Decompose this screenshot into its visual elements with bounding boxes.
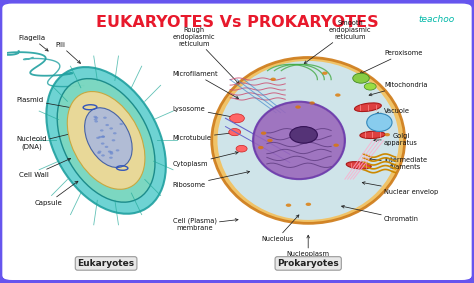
Circle shape <box>94 118 97 121</box>
Circle shape <box>286 203 291 207</box>
Ellipse shape <box>253 102 345 179</box>
Circle shape <box>97 152 101 154</box>
Circle shape <box>95 117 98 119</box>
Circle shape <box>267 139 273 142</box>
Circle shape <box>236 145 247 152</box>
Circle shape <box>109 156 113 159</box>
Circle shape <box>322 72 328 75</box>
Text: EUKARYOTES Vs PROKARYOTES: EUKARYOTES Vs PROKARYOTES <box>96 15 378 30</box>
Ellipse shape <box>346 162 371 169</box>
Circle shape <box>101 154 105 156</box>
Circle shape <box>101 142 104 145</box>
Ellipse shape <box>212 57 405 223</box>
Text: Vacuole: Vacuole <box>376 108 410 115</box>
Ellipse shape <box>84 108 132 168</box>
Circle shape <box>103 117 107 119</box>
Text: Microfilament: Microfilament <box>173 71 238 98</box>
Circle shape <box>100 129 104 132</box>
Circle shape <box>101 136 105 138</box>
Circle shape <box>290 127 318 143</box>
Text: Ribosome: Ribosome <box>173 171 249 188</box>
Text: Flagella: Flagella <box>19 35 48 51</box>
Text: Cytoplasm: Cytoplasm <box>173 152 238 167</box>
Circle shape <box>333 143 339 147</box>
Text: Peroxisome: Peroxisome <box>360 50 422 74</box>
Circle shape <box>119 123 123 125</box>
Circle shape <box>113 132 117 134</box>
Ellipse shape <box>367 113 392 131</box>
Circle shape <box>258 146 264 149</box>
Circle shape <box>109 127 113 130</box>
Text: Nucleolus: Nucleolus <box>261 215 299 242</box>
Text: Lysosome: Lysosome <box>173 106 236 118</box>
Circle shape <box>364 83 376 90</box>
Circle shape <box>94 120 98 123</box>
Text: Chromatin: Chromatin <box>342 205 419 222</box>
Circle shape <box>310 101 315 105</box>
Ellipse shape <box>360 131 385 138</box>
Ellipse shape <box>57 79 155 202</box>
Circle shape <box>261 132 266 135</box>
Circle shape <box>105 124 109 126</box>
Text: Plasmid: Plasmid <box>17 97 73 109</box>
Circle shape <box>112 139 115 142</box>
Text: Microtubule: Microtubule <box>173 132 236 141</box>
Circle shape <box>98 151 101 153</box>
Ellipse shape <box>46 67 166 214</box>
Circle shape <box>270 78 276 81</box>
Text: Nucleoid
(DNA): Nucleoid (DNA) <box>17 131 80 150</box>
Text: Pili: Pili <box>55 42 81 63</box>
Text: Rough
endoplasmic
reticulum: Rough endoplasmic reticulum <box>173 27 239 84</box>
Circle shape <box>384 133 390 136</box>
Text: Mitochondria: Mitochondria <box>369 82 428 96</box>
Circle shape <box>101 136 105 138</box>
Text: Golgi
apparatus: Golgi apparatus <box>374 132 418 145</box>
Text: Capsule: Capsule <box>35 181 78 206</box>
Ellipse shape <box>67 91 145 189</box>
Circle shape <box>306 203 311 206</box>
Text: teachoo: teachoo <box>419 15 455 23</box>
Circle shape <box>105 146 109 148</box>
Ellipse shape <box>355 103 381 112</box>
Ellipse shape <box>218 61 399 220</box>
Circle shape <box>335 93 341 97</box>
Circle shape <box>108 151 111 153</box>
Circle shape <box>229 128 241 136</box>
Text: Cell (Plasma)
membrane: Cell (Plasma) membrane <box>173 218 238 231</box>
Text: Prokaryotes: Prokaryotes <box>277 259 339 268</box>
Text: Nuclear envelop: Nuclear envelop <box>362 182 438 194</box>
Text: Cell Wall: Cell Wall <box>19 158 71 178</box>
Circle shape <box>109 153 113 155</box>
Text: Smooth
endoplasmic
reticulum: Smooth endoplasmic reticulum <box>304 20 371 64</box>
Circle shape <box>353 73 369 83</box>
Circle shape <box>109 151 113 153</box>
Circle shape <box>98 136 102 138</box>
Circle shape <box>229 114 245 123</box>
Text: Nucleoplasm: Nucleoplasm <box>287 235 330 257</box>
Text: Eukaryotes: Eukaryotes <box>78 259 135 268</box>
Circle shape <box>96 137 100 139</box>
Text: Intermediate
filaments: Intermediate filaments <box>369 157 427 170</box>
Circle shape <box>93 116 97 118</box>
Circle shape <box>116 149 119 151</box>
Circle shape <box>295 105 301 109</box>
